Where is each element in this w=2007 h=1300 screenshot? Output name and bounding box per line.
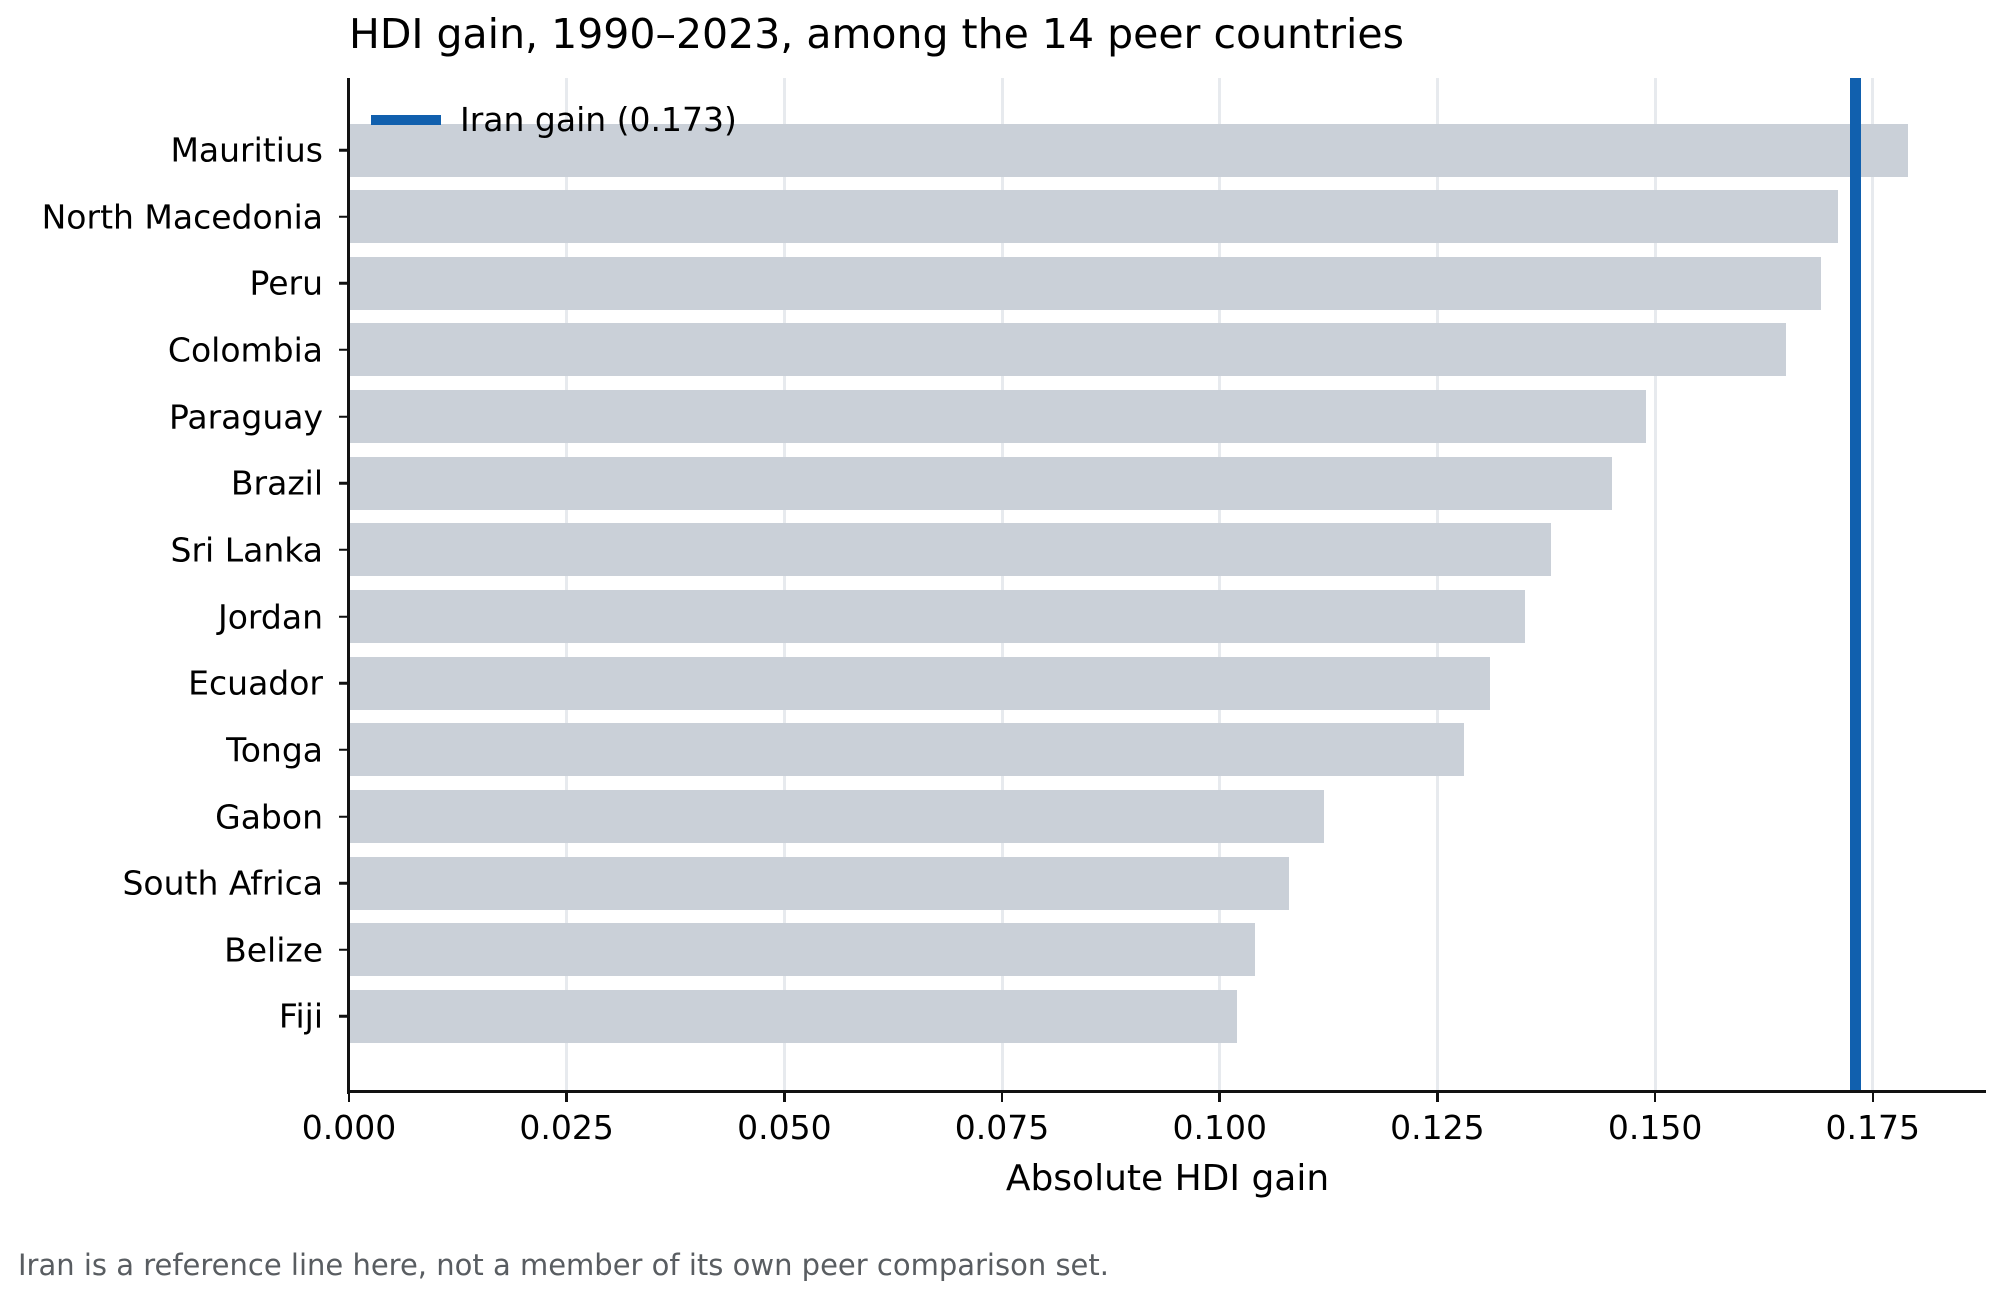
gridline-0.025 — [565, 78, 569, 1090]
bar-paraguay — [349, 390, 1647, 444]
bar-sri-lanka — [349, 523, 1551, 577]
legend-line-swatch — [371, 114, 441, 125]
x-tick-0.000 — [347, 1092, 351, 1102]
bar-belize — [349, 923, 1255, 977]
gridline-0.100 — [1218, 78, 1222, 1090]
y-tick-13 — [339, 1015, 349, 1018]
y-tick-5 — [339, 482, 349, 485]
category-label-paraguay: Paraguay — [168, 397, 323, 437]
bar-mauritius — [349, 123, 1908, 177]
x-tick-0.175 — [1871, 1092, 1875, 1102]
bar-tonga — [349, 723, 1464, 777]
y-tick-11 — [339, 881, 349, 885]
category-label-mauritius: Mauritius — [170, 130, 323, 170]
category-label-gabon: Gabon — [215, 797, 323, 836]
y-tick-2 — [339, 282, 349, 285]
chart-title: HDI gain, 1990–2023, among the 14 peer c… — [349, 10, 1404, 58]
gridline-0.050 — [782, 78, 786, 1090]
category-label-ecuador: Ecuador — [188, 663, 323, 703]
y-tick-9 — [339, 748, 349, 752]
x-tick-0.050 — [783, 1092, 786, 1102]
category-label-sri-lanka: Sri Lanka — [170, 530, 323, 570]
gridline-0.150 — [1653, 78, 1657, 1090]
gridline-0.075 — [1000, 78, 1004, 1090]
legend: Iran gain (0.173) — [371, 100, 737, 139]
category-label-jordan: Jordan — [218, 597, 323, 637]
category-label-fiji: Fiji — [278, 996, 323, 1036]
y-tick-6 — [339, 548, 349, 552]
y-tick-8 — [339, 681, 349, 685]
bar-gabon — [349, 790, 1325, 843]
x-tick-label-0.075: 0.075 — [954, 1108, 1050, 1147]
iran-reference-line — [1849, 78, 1861, 1090]
plot-area: Mauritius North Macedonia Peru Colombia Para… — [42, 78, 1986, 1147]
gridline-0.175 — [1871, 78, 1875, 1090]
bar-peru — [349, 256, 1821, 310]
y-tick-7 — [339, 615, 349, 618]
x-tick-0.025 — [565, 1092, 568, 1102]
y-tick-3 — [339, 348, 349, 352]
x-tick-label-0.025: 0.025 — [519, 1108, 614, 1147]
category-label-brazil: Brazil — [230, 463, 323, 503]
bar-fiji — [349, 989, 1238, 1043]
bar-ecuador — [349, 656, 1490, 710]
bar-brazil — [349, 456, 1612, 510]
category-label-north-macedonia: North Macedonia — [41, 197, 323, 237]
legend-label: Iran gain (0.173) — [460, 100, 737, 139]
category-label-south-africa: South Africa — [122, 863, 323, 903]
x-tick-0.100 — [1218, 1092, 1221, 1102]
x-tick-label-0.100: 0.100 — [1172, 1108, 1267, 1147]
y-tick-1 — [339, 215, 349, 218]
x-tick-label-0.125: 0.125 — [1390, 1108, 1485, 1147]
gridline-0.125 — [1435, 78, 1439, 1090]
bar-jordan — [349, 590, 1525, 644]
x-tick-label-0.150: 0.150 — [1607, 1108, 1703, 1147]
y-tick-12 — [339, 948, 349, 952]
y-tick-0 — [339, 148, 349, 152]
x-axis-title: Absolute HDI gain — [1005, 1158, 1330, 1199]
category-label-peru: Peru — [249, 263, 323, 303]
x-tick-label-0.000: 0.000 — [301, 1108, 397, 1147]
category-label-belize: Belize — [224, 930, 323, 970]
bar-north-macedonia — [349, 190, 1838, 244]
x-tick-0.150 — [1653, 1092, 1657, 1102]
y-tick-4 — [339, 415, 349, 418]
x-axis-spine — [347, 1090, 1986, 1093]
x-tick-0.125 — [1436, 1092, 1439, 1102]
category-label-tonga: Tonga — [226, 730, 323, 770]
x-tick-label-0.050: 0.050 — [737, 1108, 832, 1147]
y-tick-10 — [339, 815, 349, 818]
x-tick-label-0.175: 0.175 — [1825, 1108, 1921, 1147]
category-label-colombia: Colombia — [167, 330, 323, 370]
footnote: Iran is a reference line here, not a mem… — [18, 1248, 1109, 1282]
bar-south-africa — [349, 856, 1290, 910]
bar-colombia — [349, 323, 1786, 377]
y-axis-spine — [347, 78, 350, 1094]
x-tick-0.075 — [1000, 1092, 1004, 1102]
